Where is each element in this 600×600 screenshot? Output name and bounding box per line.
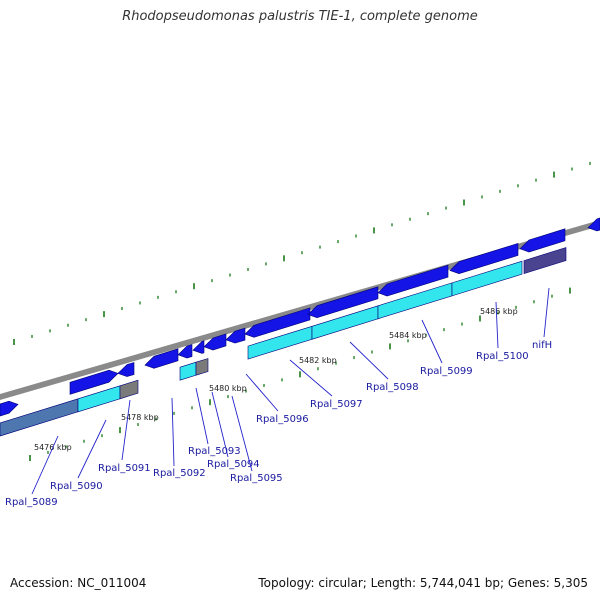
- label-leader-line: [211, 391, 229, 458]
- gene-label: Rpal_5095: [230, 473, 283, 484]
- gene-label: Rpal_5099: [420, 366, 473, 377]
- gene-arrow: [0, 400, 19, 417]
- ortholog-block: [179, 361, 197, 381]
- ortholog-block: [195, 358, 209, 376]
- gene-label: Rpal_5096: [256, 414, 309, 425]
- gene-arrow: [177, 344, 193, 359]
- label-leader-line: [349, 341, 389, 380]
- backbone-line: [0, 220, 600, 400]
- gene-arrow: [117, 362, 135, 377]
- label-leader-line: [77, 419, 107, 479]
- label-leader-line: [543, 287, 550, 338]
- label-leader-line: [231, 395, 253, 472]
- label-leader-line: [195, 387, 209, 445]
- gene-label: nifH: [532, 340, 552, 351]
- label-leader-line: [289, 359, 333, 397]
- kbp-label: 5478 kbp: [121, 413, 159, 422]
- label-leader-line: [121, 399, 131, 461]
- genome-backbone: [0, 220, 600, 400]
- gene-features: [0, 217, 600, 437]
- kbp-label: 5480 kbp: [209, 384, 247, 393]
- kbp-label: 5484 kbp: [389, 331, 427, 340]
- gene-arrow: [519, 228, 566, 253]
- ortholog-block: [451, 260, 523, 297]
- label-leader-line: [171, 397, 175, 467]
- gene-arrow: [449, 242, 519, 275]
- label-leader-line: [421, 319, 443, 364]
- ortholog-block: [523, 247, 567, 275]
- ortholog-block: [119, 379, 139, 400]
- topology-summary: Topology: circular; Length: 5,744,041 bp…: [258, 576, 588, 590]
- gene-label: Rpal_5098: [366, 382, 419, 393]
- gene-arrow: [69, 369, 119, 395]
- gene-label: Rpal_5093: [188, 446, 241, 457]
- gene-label: Rpal_5097: [310, 399, 363, 410]
- label-leader-line: [495, 301, 499, 349]
- kbp-label: 5482 kbp: [299, 356, 337, 365]
- gene-arrow: [377, 264, 449, 297]
- accession-text: Accession: NC_011004: [10, 576, 147, 590]
- gene-label: Rpal_5100: [476, 351, 529, 362]
- gene-label: Rpal_5089: [5, 497, 58, 508]
- kbp-label: 5486 kbp: [480, 307, 518, 316]
- gene-label: Rpal_5094: [207, 459, 260, 470]
- label-leader-line: [245, 373, 279, 412]
- label-leader-line: [31, 435, 59, 495]
- gene-arrow: [587, 217, 600, 232]
- gene-label: Rpal_5091: [98, 463, 151, 474]
- genome-title: Rhodopseudomonas palustris TIE-1, comple…: [122, 9, 478, 24]
- gene-label: Rpal_5092: [153, 468, 206, 479]
- tick-marks: [13, 161, 591, 461]
- gene-label: Rpal_5090: [50, 481, 103, 492]
